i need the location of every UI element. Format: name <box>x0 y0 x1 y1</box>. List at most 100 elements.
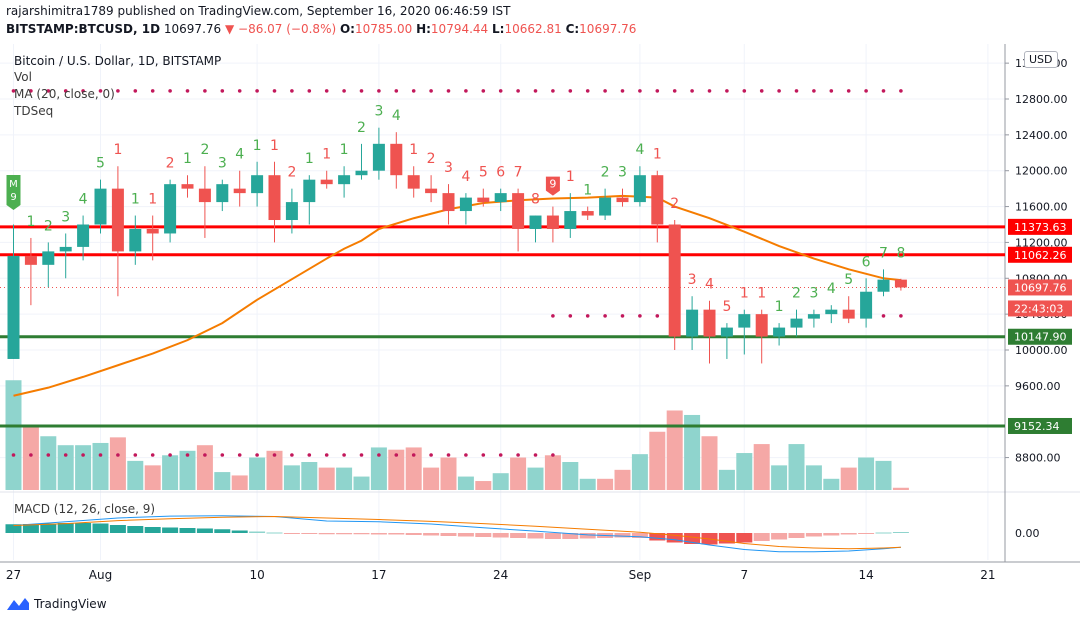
volume-bar <box>631 454 648 490</box>
candle-body <box>233 188 246 194</box>
level-tag-text: 9152.34 <box>1014 420 1060 433</box>
candle-body <box>807 314 820 319</box>
volume-bar <box>5 380 22 490</box>
legend-ma[interactable]: MA (20, close, 0) <box>14 87 115 101</box>
close-label: C: <box>565 22 580 36</box>
td-count-label: 1 <box>653 147 662 163</box>
candle-body <box>790 318 803 328</box>
level-tag-bg <box>1008 328 1072 345</box>
td-dot <box>725 89 729 93</box>
symbol-label: BITSTAMP:BTCUSD, 1D <box>6 22 161 36</box>
td-count-label: 4 <box>79 192 88 208</box>
candle-body <box>599 197 612 216</box>
td-count-label: 4 <box>461 169 470 185</box>
macd-hist-bar <box>423 533 440 536</box>
td-dot <box>864 89 868 93</box>
candle-body <box>372 143 385 171</box>
td-dot <box>290 453 294 457</box>
legend-vol[interactable]: Vol <box>14 70 32 84</box>
td-count-label: 1 <box>148 192 157 208</box>
macd-hist-bar <box>718 533 735 544</box>
level-tag-text: 11062.26 <box>1014 249 1067 262</box>
volume-bar <box>353 476 370 490</box>
macd-hist-bar <box>579 533 596 539</box>
candle-body <box>877 279 890 292</box>
close-value: 10697.76 <box>579 22 637 36</box>
volume-bar <box>805 465 822 490</box>
td-count-label: 1 <box>131 192 140 208</box>
candle-body <box>720 327 733 337</box>
candle-body <box>129 228 142 252</box>
price-tick-label: 12800.00 <box>1015 93 1068 106</box>
td-count-label: 3 <box>218 156 227 172</box>
macd-hist-bar <box>388 533 405 535</box>
td-dot <box>551 89 555 93</box>
level-tag-text: 11373.63 <box>1014 221 1067 234</box>
candle-body <box>668 224 681 337</box>
currency-badge[interactable]: USD <box>1024 51 1058 68</box>
candle-body <box>146 228 159 234</box>
volume-bar <box>858 457 875 490</box>
candle-body <box>24 255 37 265</box>
td-dot <box>777 89 781 93</box>
time-tick-label: 17 <box>371 568 386 582</box>
td-count-label: 1 <box>305 151 314 167</box>
td-count-label: 1 <box>566 169 575 185</box>
td-dot <box>220 89 225 93</box>
volume-bar <box>492 473 509 490</box>
price-tick-label: 12000.00 <box>1015 165 1068 178</box>
macd-hist-bar <box>614 533 631 538</box>
td-dot <box>603 89 607 93</box>
volume-bar <box>249 457 266 490</box>
td-dot <box>133 89 138 93</box>
macd-hist-bar <box>457 533 474 537</box>
price-axis: 13200.0012800.0012400.0012000.0011600.00… <box>1005 57 1072 540</box>
td-dot <box>899 89 903 93</box>
macd-hist-bar <box>840 533 857 535</box>
volume-bar <box>370 447 387 490</box>
volume-bar <box>788 444 805 490</box>
td-dot <box>881 89 886 93</box>
last-price-tag-text: 10697.76 <box>1014 281 1067 294</box>
td-dot <box>620 89 625 93</box>
candle-body <box>773 327 786 337</box>
macd-hist-bar <box>231 530 248 533</box>
tdseq-dotted-lines <box>11 89 903 457</box>
td-dot <box>899 314 903 318</box>
td-dot <box>290 89 294 93</box>
td-dot <box>446 89 451 93</box>
chart-title: Bitcoin / U.S. Dollar, 1D, BITSTAMP <box>14 54 222 68</box>
candle-body <box>77 224 90 247</box>
volume-bar <box>544 455 561 490</box>
macd-hist-bar <box>405 533 422 535</box>
countdown-tag-text: 22:43:03 <box>1014 302 1063 315</box>
td-dot <box>846 89 851 93</box>
td-dot <box>63 453 68 457</box>
td-count-label: 1 <box>270 138 279 154</box>
time-tick-label: 21 <box>980 568 995 582</box>
candle-body <box>7 255 20 359</box>
candle-body <box>825 309 838 315</box>
candle-body <box>268 175 281 221</box>
candle-body <box>842 309 855 319</box>
td-count-label: 1 <box>775 299 784 315</box>
open-label: O: <box>339 22 355 36</box>
macd-hist-bar <box>684 533 701 544</box>
macd-hist-bar <box>666 533 683 543</box>
time-tick-label: 7 <box>740 568 748 582</box>
price-tick-label: 10000.00 <box>1015 344 1068 357</box>
open-value: 10785.00 <box>354 22 413 36</box>
td-nine-label: 9 <box>549 178 556 191</box>
td-count-label: 1 <box>583 183 592 199</box>
td-count-label: 2 <box>357 120 366 136</box>
td-count-label: 2 <box>166 156 175 172</box>
candle-body <box>216 184 229 203</box>
legend-macd[interactable]: MACD (12, 26, close, 9) <box>14 502 156 516</box>
macd-pane <box>5 515 909 553</box>
td-dot <box>568 314 573 318</box>
td-dot <box>237 89 242 93</box>
td-count-label: 5 <box>722 299 731 315</box>
macd-line <box>13 515 901 553</box>
legend-tdseq[interactable]: TDSeq <box>14 104 54 118</box>
volume-bar <box>92 442 109 490</box>
